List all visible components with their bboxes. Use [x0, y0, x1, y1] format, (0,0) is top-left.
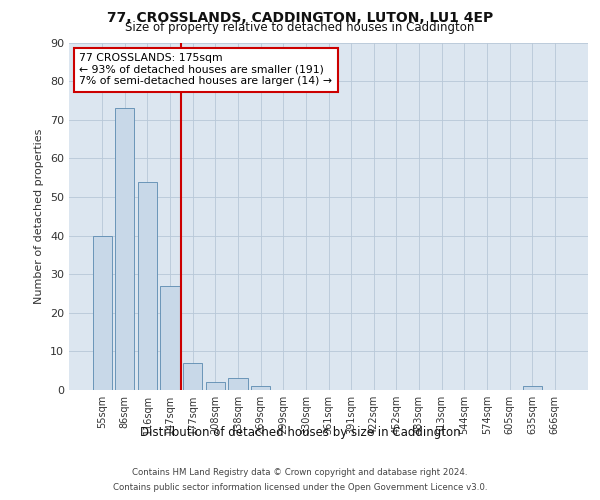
Bar	[523, 386, 542, 390]
Bar	[138, 182, 157, 390]
Text: Contains public sector information licensed under the Open Government Licence v3: Contains public sector information licen…	[113, 483, 487, 492]
Text: Contains HM Land Registry data © Crown copyright and database right 2024.: Contains HM Land Registry data © Crown c…	[132, 468, 468, 477]
Bar	[115, 108, 134, 390]
Bar	[229, 378, 248, 390]
Bar	[160, 286, 180, 390]
Bar	[251, 386, 270, 390]
Y-axis label: Number of detached properties: Number of detached properties	[34, 128, 44, 304]
Text: 77, CROSSLANDS, CADDINGTON, LUTON, LU1 4EP: 77, CROSSLANDS, CADDINGTON, LUTON, LU1 4…	[107, 11, 493, 25]
Bar	[206, 382, 225, 390]
Text: Distribution of detached houses by size in Caddington: Distribution of detached houses by size …	[140, 426, 460, 439]
Bar	[92, 236, 112, 390]
Text: Size of property relative to detached houses in Caddington: Size of property relative to detached ho…	[125, 22, 475, 35]
Bar	[183, 363, 202, 390]
Text: 77 CROSSLANDS: 175sqm
← 93% of detached houses are smaller (191)
7% of semi-deta: 77 CROSSLANDS: 175sqm ← 93% of detached …	[79, 53, 332, 86]
